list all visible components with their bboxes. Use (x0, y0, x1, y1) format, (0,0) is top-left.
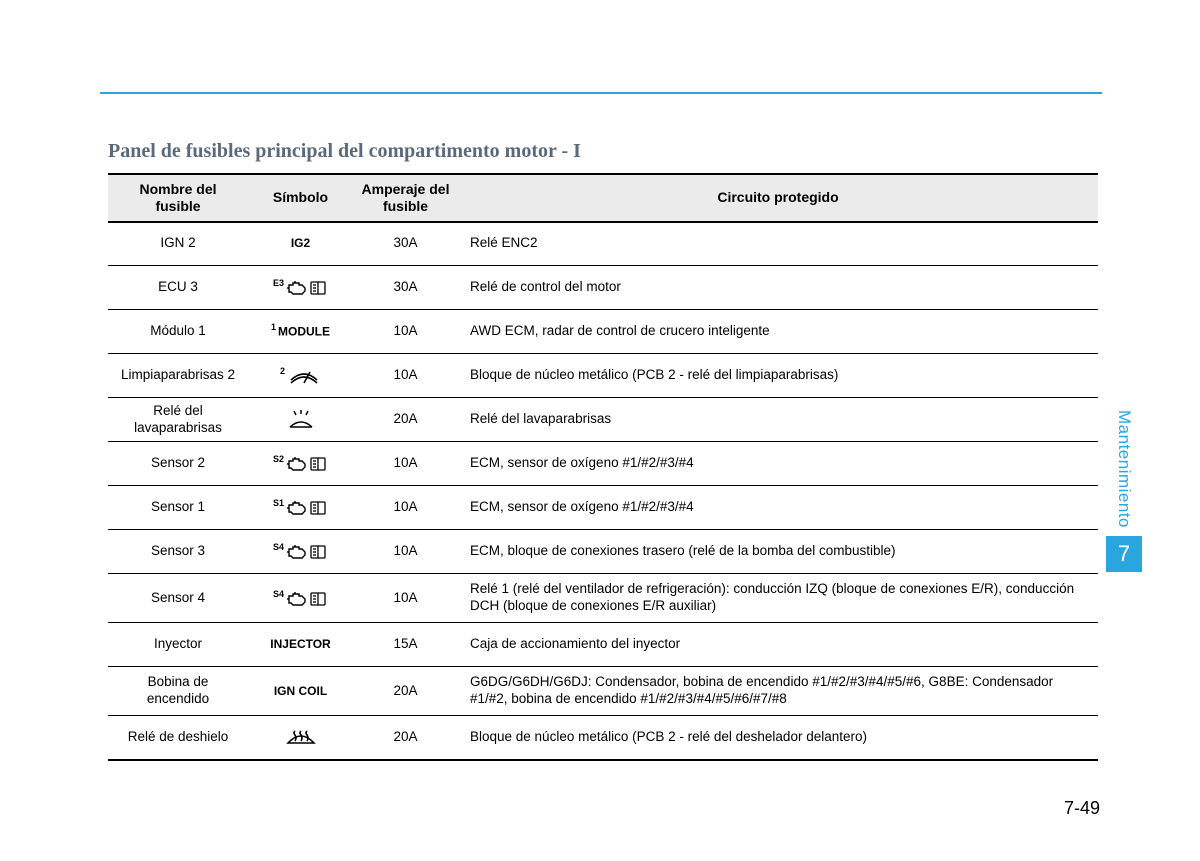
col-header: Símbolo (248, 174, 353, 222)
fuse-amperage: 10A (353, 530, 458, 574)
fuse-circuit: AWD ECM, radar de control de crucero int… (458, 310, 1098, 354)
fuse-amperage: 10A (353, 442, 458, 486)
col-header: Nombre delfusible (108, 174, 248, 222)
fuse-name: ECU 3 (108, 266, 248, 310)
section-label: Mantenimiento (1114, 410, 1134, 528)
fuse-amperage: 10A (353, 574, 458, 623)
table-row: Relé dellavaparabrisas 20ARelé del lavapa… (108, 398, 1098, 442)
fuse-symbol (248, 716, 353, 760)
table-row: Sensor 1S110AECM, sensor de oxígeno #1/#… (108, 486, 1098, 530)
col-header: Circuito protegido (458, 174, 1098, 222)
table-header: Nombre delfusibleSímboloAmperaje delfusi… (108, 174, 1098, 222)
fuse-name: Bobina deencendido (108, 667, 248, 716)
col-header: Amperaje delfusible (353, 174, 458, 222)
fuse-circuit: G6DG/G6DH/G6DJ: Condensador, bobina de e… (458, 667, 1098, 716)
top-rule (100, 92, 1102, 94)
fuse-circuit: Relé de control del motor (458, 266, 1098, 310)
table-row: Sensor 4S410ARelé 1 (relé del ventilador… (108, 574, 1098, 623)
table-row: IGN 2IG230ARelé ENC2 (108, 222, 1098, 266)
table-row: Limpiaparabrisas 2210ABloque de núcleo m… (108, 354, 1098, 398)
fuse-circuit: Relé ENC2 (458, 222, 1098, 266)
fuse-name: Sensor 3 (108, 530, 248, 574)
fuse-symbol: S4 (248, 530, 353, 574)
fuse-circuit: ECM, sensor de oxígeno #1/#2/#3/#4 (458, 486, 1098, 530)
fuse-symbol: E3 (248, 266, 353, 310)
fuse-circuit: Caja de accionamiento del inyector (458, 623, 1098, 667)
fuse-name: Relé de deshielo (108, 716, 248, 760)
fuse-circuit: Relé del lavaparabrisas (458, 398, 1098, 442)
fuse-symbol: IG2 (248, 222, 353, 266)
page-number: 7-49 (1064, 798, 1100, 819)
fuse-symbol: S1 (248, 486, 353, 530)
fuse-name: IGN 2 (108, 222, 248, 266)
fuse-name: Relé dellavaparabrisas (108, 398, 248, 442)
table-row: Sensor 2S210AECM, sensor de oxígeno #1/#… (108, 442, 1098, 486)
table-row: ECU 3E330ARelé de control del motor (108, 266, 1098, 310)
fuse-symbol: S2 (248, 442, 353, 486)
fuse-name: Inyector (108, 623, 248, 667)
fuse-symbol: INJECTOR (248, 623, 353, 667)
fuse-amperage: 10A (353, 354, 458, 398)
fuse-table: Nombre delfusibleSímboloAmperaje delfusi… (108, 173, 1098, 761)
fuse-amperage: 10A (353, 486, 458, 530)
fuse-circuit: ECM, bloque de conexiones trasero (relé … (458, 530, 1098, 574)
section-number-box: 7 (1106, 536, 1142, 572)
table-body: IGN 2IG230ARelé ENC2ECU 3E330ARelé de co… (108, 222, 1098, 760)
fuse-amperage: 30A (353, 222, 458, 266)
fuse-symbol: IGN COIL (248, 667, 353, 716)
fuse-symbol: S4 (248, 574, 353, 623)
table-row: Relé de deshielo 20ABloque de núcleo metá… (108, 716, 1098, 760)
fuse-amperage: 20A (353, 716, 458, 760)
fuse-name: Sensor 2 (108, 442, 248, 486)
table-row: Bobina deencendidoIGN COIL20AG6DG/G6DH/G… (108, 667, 1098, 716)
fuse-amperage: 20A (353, 398, 458, 442)
table-row: Módulo 11MODULE10AAWD ECM, radar de cont… (108, 310, 1098, 354)
fuse-circuit: ECM, sensor de oxígeno #1/#2/#3/#4 (458, 442, 1098, 486)
table-row: InyectorINJECTOR15ACaja de accionamiento… (108, 623, 1098, 667)
page-title: Panel de fusibles principal del comparti… (108, 140, 1098, 163)
side-tab: Mantenimiento 7 (1114, 410, 1142, 572)
fuse-symbol (248, 398, 353, 442)
content-area: Panel de fusibles principal del comparti… (108, 140, 1098, 761)
fuse-name: Módulo 1 (108, 310, 248, 354)
fuse-amperage: 15A (353, 623, 458, 667)
fuse-symbol: 2 (248, 354, 353, 398)
fuse-circuit: Bloque de núcleo metálico (PCB 2 - relé … (458, 716, 1098, 760)
fuse-circuit: Bloque de núcleo metálico (PCB 2 - relé … (458, 354, 1098, 398)
fuse-circuit: Relé 1 (relé del ventilador de refrigera… (458, 574, 1098, 623)
fuse-amperage: 30A (353, 266, 458, 310)
fuse-name: Limpiaparabrisas 2 (108, 354, 248, 398)
fuse-name: Sensor 4 (108, 574, 248, 623)
fuse-symbol: 1MODULE (248, 310, 353, 354)
table-row: Sensor 3S410AECM, bloque de conexiones t… (108, 530, 1098, 574)
fuse-amperage: 20A (353, 667, 458, 716)
fuse-name: Sensor 1 (108, 486, 248, 530)
fuse-amperage: 10A (353, 310, 458, 354)
